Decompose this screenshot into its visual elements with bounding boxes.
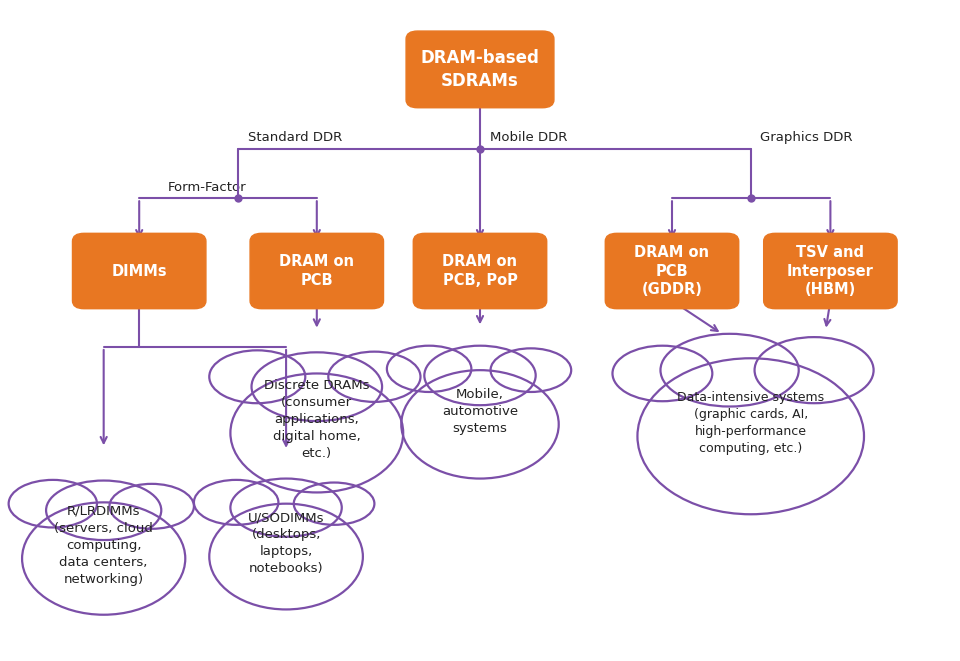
Ellipse shape (612, 346, 712, 401)
FancyBboxPatch shape (413, 233, 547, 309)
Text: R/LRDIMMs
(servers, cloud
computing,
data centers,
networking): R/LRDIMMs (servers, cloud computing, dat… (55, 505, 153, 586)
Text: Standard DDR: Standard DDR (248, 131, 342, 144)
Ellipse shape (328, 352, 420, 402)
Ellipse shape (9, 480, 97, 527)
Ellipse shape (424, 346, 536, 405)
Text: DRAM on
PCB: DRAM on PCB (279, 254, 354, 288)
Ellipse shape (46, 481, 161, 540)
Text: DRAM on
PCB, PoP: DRAM on PCB, PoP (443, 254, 517, 288)
Ellipse shape (230, 479, 342, 537)
FancyBboxPatch shape (250, 233, 384, 309)
Ellipse shape (109, 484, 194, 529)
Ellipse shape (637, 358, 864, 514)
Text: Form-Factor: Form-Factor (168, 181, 247, 194)
Text: DRAM-based
SDRAMs: DRAM-based SDRAMs (420, 50, 540, 89)
Text: Mobile,
automotive
systems: Mobile, automotive systems (442, 387, 518, 435)
Ellipse shape (755, 337, 874, 403)
Ellipse shape (209, 350, 305, 403)
FancyBboxPatch shape (73, 233, 206, 309)
Text: DRAM on
PCB
(GDDR): DRAM on PCB (GDDR) (635, 245, 709, 297)
Ellipse shape (209, 504, 363, 609)
Ellipse shape (230, 373, 403, 492)
Ellipse shape (22, 502, 185, 615)
Ellipse shape (294, 483, 374, 525)
Ellipse shape (401, 370, 559, 479)
Ellipse shape (387, 346, 471, 392)
Ellipse shape (194, 480, 278, 525)
Text: Graphics DDR: Graphics DDR (760, 131, 852, 144)
Ellipse shape (491, 348, 571, 392)
FancyBboxPatch shape (605, 233, 738, 309)
Text: DIMMs: DIMMs (111, 264, 167, 278)
FancyBboxPatch shape (406, 31, 554, 108)
Text: TSV and
Interposer
(HBM): TSV and Interposer (HBM) (787, 245, 874, 297)
Text: Discrete DRAMs
(consumer
applications,
digital home,
etc.): Discrete DRAMs (consumer applications, d… (264, 379, 370, 460)
Ellipse shape (252, 352, 382, 421)
Text: Data-intensive systems
(graphic cards, AI,
high-performance
computing, etc.): Data-intensive systems (graphic cards, A… (677, 391, 825, 455)
Text: U/SODIMMs
(desktops,
laptops,
notebooks): U/SODIMMs (desktops, laptops, notebooks) (248, 512, 324, 575)
Ellipse shape (660, 334, 799, 407)
Text: Mobile DDR: Mobile DDR (490, 131, 567, 144)
FancyBboxPatch shape (764, 233, 897, 309)
